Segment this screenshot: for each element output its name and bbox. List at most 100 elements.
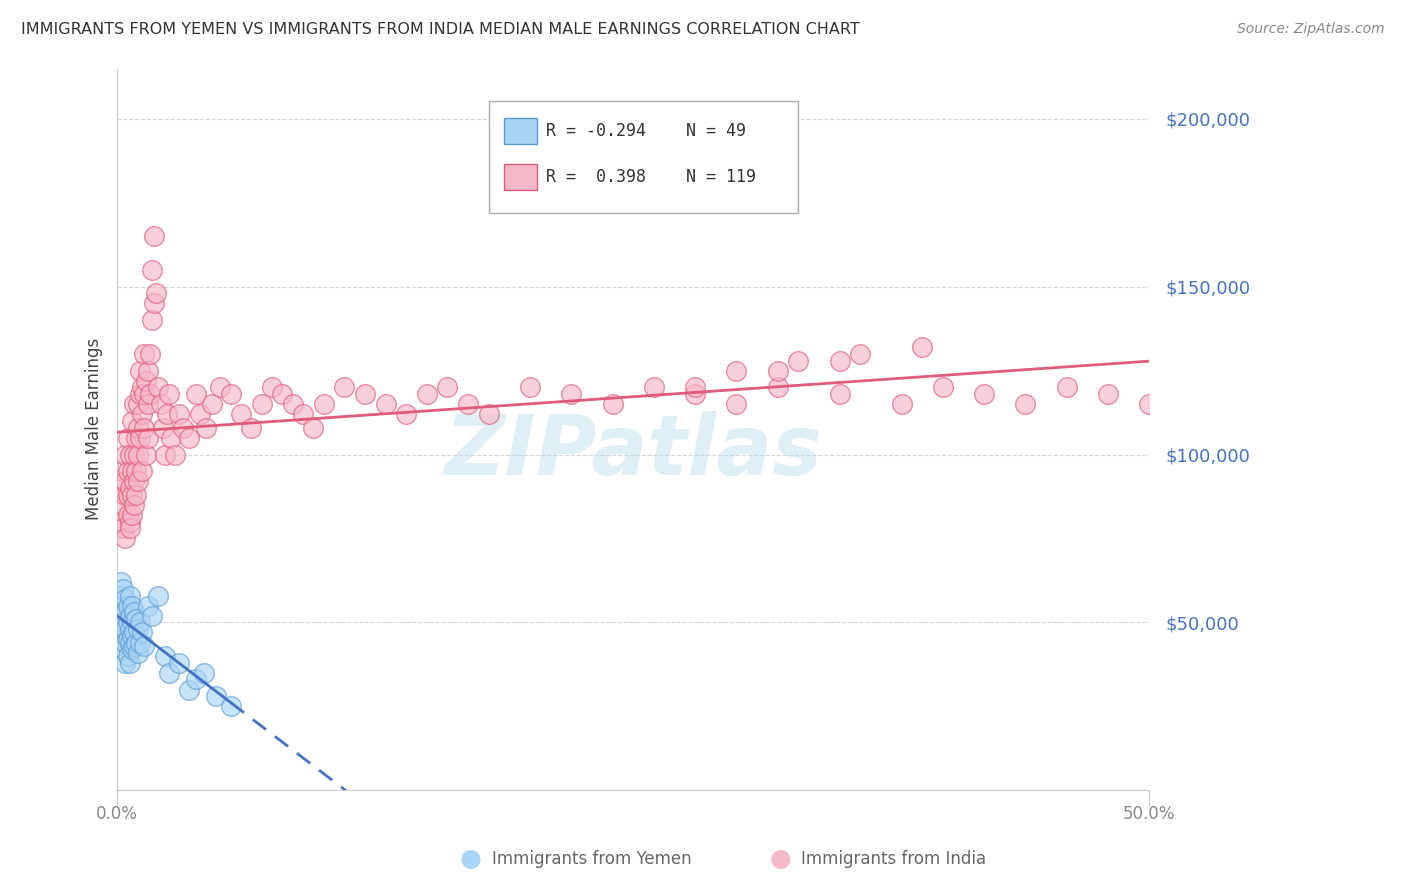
Point bbox=[219, 699, 242, 714]
Point bbox=[114, 448, 136, 462]
Point bbox=[117, 648, 139, 663]
Point bbox=[108, 608, 131, 623]
Point bbox=[127, 448, 149, 462]
Text: ●: ● bbox=[460, 847, 482, 871]
Point bbox=[1056, 380, 1078, 394]
Point bbox=[436, 380, 458, 394]
Point bbox=[125, 488, 148, 502]
Point bbox=[1137, 397, 1160, 411]
Point bbox=[127, 646, 149, 660]
Point bbox=[135, 448, 157, 462]
Point bbox=[121, 599, 143, 613]
Point bbox=[136, 431, 159, 445]
Point bbox=[333, 380, 356, 394]
Point bbox=[141, 263, 163, 277]
Point bbox=[117, 464, 139, 478]
Point bbox=[184, 673, 207, 687]
Point bbox=[125, 431, 148, 445]
Point bbox=[395, 407, 418, 421]
Point bbox=[128, 635, 150, 649]
Point bbox=[122, 605, 145, 619]
Point bbox=[229, 407, 252, 421]
Text: Immigrants from India: Immigrants from India bbox=[801, 850, 987, 868]
Point bbox=[122, 448, 145, 462]
Point bbox=[127, 397, 149, 411]
Point bbox=[172, 420, 194, 434]
Point bbox=[128, 431, 150, 445]
Point bbox=[118, 622, 141, 636]
Point bbox=[152, 420, 174, 434]
Point bbox=[519, 380, 541, 394]
Text: ●: ● bbox=[769, 847, 792, 871]
Text: Source: ZipAtlas.com: Source: ZipAtlas.com bbox=[1237, 22, 1385, 37]
Point bbox=[132, 387, 155, 401]
Point bbox=[110, 622, 132, 636]
Point bbox=[110, 589, 132, 603]
Point bbox=[121, 488, 143, 502]
Point bbox=[193, 665, 215, 680]
Point bbox=[141, 313, 163, 327]
Point bbox=[179, 431, 201, 445]
Point bbox=[194, 420, 217, 434]
Point bbox=[117, 508, 139, 522]
Point bbox=[643, 380, 665, 394]
Point bbox=[112, 615, 135, 630]
Point bbox=[121, 414, 143, 428]
Point bbox=[281, 397, 304, 411]
Point bbox=[139, 387, 162, 401]
Point bbox=[602, 397, 624, 411]
Text: ZIPatlas: ZIPatlas bbox=[444, 410, 823, 491]
Point bbox=[354, 387, 377, 401]
Point bbox=[188, 407, 211, 421]
Point bbox=[131, 625, 153, 640]
Point bbox=[156, 407, 179, 421]
Point bbox=[127, 622, 149, 636]
Point bbox=[112, 582, 135, 596]
Point bbox=[121, 464, 143, 478]
Point bbox=[766, 380, 789, 394]
Point bbox=[1014, 397, 1036, 411]
Point bbox=[112, 599, 135, 613]
Point bbox=[1097, 387, 1119, 401]
Point bbox=[114, 635, 136, 649]
Point bbox=[122, 475, 145, 489]
Point bbox=[112, 632, 135, 647]
Text: Immigrants from Yemen: Immigrants from Yemen bbox=[492, 850, 692, 868]
Point bbox=[121, 615, 143, 630]
Point bbox=[312, 397, 335, 411]
Point bbox=[143, 296, 166, 310]
Text: R = -0.294    N = 49: R = -0.294 N = 49 bbox=[546, 122, 745, 140]
Point bbox=[112, 498, 135, 512]
Point bbox=[118, 515, 141, 529]
Point bbox=[128, 387, 150, 401]
Point bbox=[118, 656, 141, 670]
Point bbox=[145, 286, 167, 301]
Point bbox=[240, 420, 263, 434]
Point bbox=[153, 648, 176, 663]
Point bbox=[132, 420, 155, 434]
Point bbox=[374, 397, 396, 411]
Point bbox=[121, 629, 143, 643]
Point bbox=[219, 387, 242, 401]
Point bbox=[457, 397, 479, 411]
Point bbox=[127, 475, 149, 489]
Point bbox=[143, 229, 166, 244]
Point bbox=[160, 431, 183, 445]
Point bbox=[114, 656, 136, 670]
Point bbox=[114, 605, 136, 619]
Point bbox=[114, 488, 136, 502]
Point bbox=[128, 615, 150, 630]
Point bbox=[131, 380, 153, 394]
Point bbox=[179, 682, 201, 697]
Point bbox=[118, 608, 141, 623]
Point bbox=[828, 387, 851, 401]
Point bbox=[118, 635, 141, 649]
Point bbox=[766, 363, 789, 377]
Point bbox=[114, 475, 136, 489]
Point bbox=[911, 340, 934, 354]
Text: IMMIGRANTS FROM YEMEN VS IMMIGRANTS FROM INDIA MEDIAN MALE EARNINGS CORRELATION : IMMIGRANTS FROM YEMEN VS IMMIGRANTS FROM… bbox=[21, 22, 860, 37]
Point bbox=[157, 387, 180, 401]
Point bbox=[205, 690, 228, 704]
Point bbox=[117, 615, 139, 630]
Point bbox=[131, 464, 153, 478]
